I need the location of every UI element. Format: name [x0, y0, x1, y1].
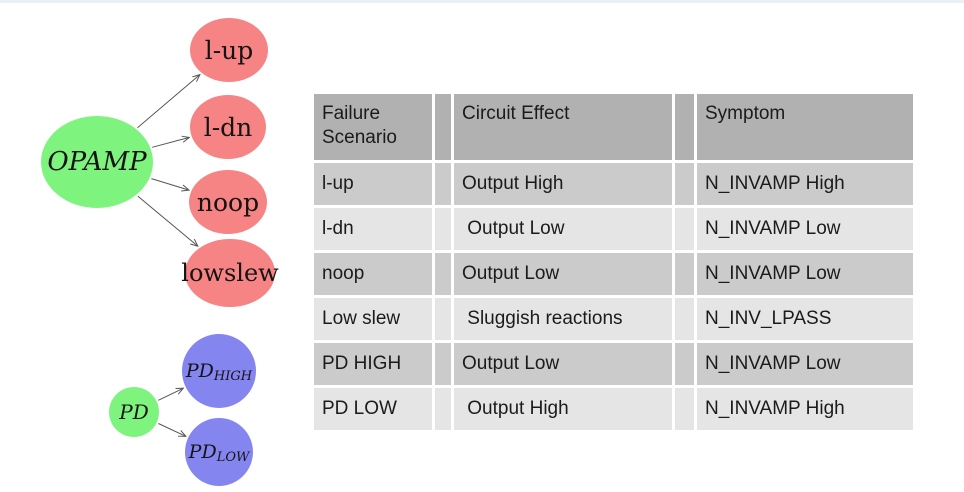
cell-effect: Output Low — [454, 253, 672, 295]
node-label-pd: PD — [118, 400, 149, 424]
node-noop: noop — [189, 170, 267, 234]
table-row: l-up Output High N_INVAMP High — [314, 163, 913, 205]
cell-symptom: N_INVAMP Low — [697, 343, 913, 385]
edge-opamp-l-dn — [152, 138, 189, 148]
edge-opamp-l-up — [137, 75, 200, 129]
row-spacer-cell — [435, 163, 451, 205]
node-pd-high: PDHIGH — [182, 334, 256, 408]
cell-effect: Output Low — [454, 208, 672, 250]
row-spacer-cell — [675, 343, 694, 385]
cell-symptom: N_INVAMP High — [697, 163, 913, 205]
node-label-opamp: OPAMP — [47, 147, 147, 177]
fault-model-diagram: OPAMP l-up l-dn noop lowslew PD PDHIGH PDLOW — [41, 18, 279, 486]
node-layer: OPAMP l-up l-dn noop lowslew PD PDHIGH PDLOW — [41, 18, 279, 486]
table-row: Low slew Sluggish reactions N_INV_LPASS — [314, 298, 913, 340]
node-label-pd-high: PDHIGH — [185, 360, 253, 384]
row-spacer-cell — [435, 208, 451, 250]
node-shape-l-up — [190, 18, 268, 82]
column-header-symptom: Symptom — [697, 94, 913, 160]
cell-scenario: PD LOW — [314, 388, 432, 430]
node-label-l-dn: l-dn — [204, 113, 253, 142]
table-row: PD LOW Output High N_INVAMP High — [314, 388, 913, 430]
row-spacer-cell — [675, 208, 694, 250]
cell-symptom: N_INVAMP Low — [697, 253, 913, 295]
node-pd-low: PDLOW — [185, 418, 253, 486]
node-shape-pd-high — [182, 334, 256, 408]
cell-scenario: Low slew — [314, 298, 432, 340]
column-header-circuit-effect: Circuit Effect — [454, 94, 672, 160]
table-row: l-dn Output Low N_INVAMP Low — [314, 208, 913, 250]
header-spacer-cell — [435, 94, 451, 160]
row-spacer-cell — [675, 253, 694, 295]
node-label-lowslew: lowslew — [181, 259, 279, 287]
cell-scenario: PD HIGH — [314, 343, 432, 385]
row-spacer-cell — [675, 388, 694, 430]
edge-pd-pd-low — [158, 423, 185, 437]
cell-symptom: N_INV_LPASS — [697, 298, 913, 340]
row-spacer-cell — [675, 163, 694, 205]
edge-opamp-noop — [151, 178, 188, 190]
table-body: l-up Output High N_INVAMP High l-dn Output … — [314, 163, 913, 430]
cell-effect: Output High — [454, 388, 672, 430]
table-row: noop Output Low N_INVAMP Low — [314, 253, 913, 295]
failure-scenario-table: Failure Scenario Circuit Effect Symptom l-… — [311, 91, 916, 433]
node-shape-lowslew — [185, 239, 275, 307]
cell-symptom: N_INVAMP High — [697, 388, 913, 430]
cell-scenario: l-dn — [314, 208, 432, 250]
node-shape-noop — [189, 170, 267, 234]
header-spacer-cell — [675, 94, 694, 160]
node-opamp: OPAMP — [41, 116, 153, 208]
edge-layer — [137, 75, 200, 437]
node-l-up: l-up — [190, 18, 268, 82]
column-header-failure-scenario: Failure Scenario — [314, 94, 432, 160]
node-label-noop: noop — [197, 188, 259, 217]
row-spacer-cell — [435, 298, 451, 340]
cell-effect: Output High — [454, 163, 672, 205]
table-header: Failure Scenario Circuit Effect Symptom — [314, 94, 913, 160]
cell-effect: Sluggish reactions — [454, 298, 672, 340]
node-label-pd-low: PDLOW — [188, 441, 251, 465]
cell-scenario: l-up — [314, 163, 432, 205]
node-pd: PD — [109, 387, 159, 437]
cell-effect: Output Low — [454, 343, 672, 385]
node-shape-l-dn — [190, 95, 266, 159]
row-spacer-cell — [435, 343, 451, 385]
header-row: Failure Scenario Circuit Effect Symptom — [314, 94, 913, 160]
top-strip — [0, 0, 964, 3]
table-row: PD HIGH Output Low N_INVAMP Low — [314, 343, 913, 385]
edge-opamp-lowslew — [137, 195, 198, 246]
node-shape-opamp — [41, 116, 153, 208]
node-shape-pd-low — [185, 418, 253, 486]
node-l-dn: l-dn — [190, 95, 266, 159]
node-lowslew: lowslew — [181, 239, 279, 307]
node-label-l-up: l-up — [205, 36, 254, 65]
row-spacer-cell — [435, 253, 451, 295]
cell-scenario: noop — [314, 253, 432, 295]
row-spacer-cell — [675, 298, 694, 340]
cell-symptom: N_INVAMP Low — [697, 208, 913, 250]
node-shape-pd — [109, 387, 159, 437]
row-spacer-cell — [435, 388, 451, 430]
edge-pd-pd-high — [158, 388, 183, 401]
